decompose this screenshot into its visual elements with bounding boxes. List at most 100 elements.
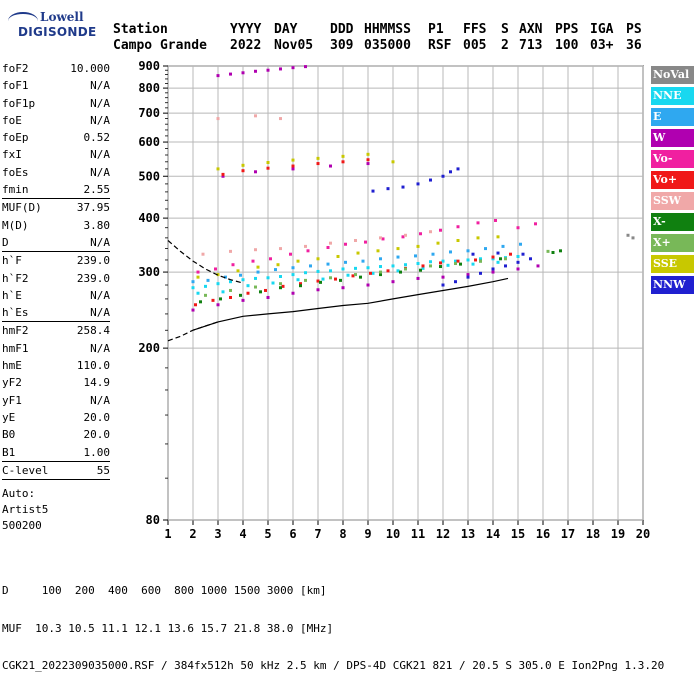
data-point — [474, 258, 477, 262]
data-point — [241, 169, 245, 173]
header-label-3: DDD — [330, 22, 354, 37]
param-value: N/A — [90, 235, 110, 249]
auto-program: Artist5 — [2, 503, 49, 516]
x-tick-label: 20 — [636, 527, 650, 541]
data-point — [281, 284, 285, 288]
data-point — [274, 268, 277, 272]
data-point — [329, 269, 332, 273]
data-point — [381, 237, 385, 241]
data-point — [316, 269, 320, 273]
data-point — [456, 225, 460, 229]
x-tick-label: 13 — [461, 527, 475, 541]
data-point — [401, 185, 405, 189]
data-point — [221, 174, 225, 178]
param-row: foEs N/A — [2, 164, 110, 181]
data-point — [241, 163, 245, 167]
header-value-10: 03+ — [590, 38, 614, 53]
data-point — [266, 295, 270, 299]
data-point — [339, 278, 342, 282]
data-point — [439, 261, 442, 265]
header-label-0: Station — [113, 22, 168, 37]
x-tick-label: 8 — [339, 527, 346, 541]
header-label-10: IGA — [590, 22, 614, 37]
data-point — [304, 278, 307, 282]
data-point — [421, 266, 425, 270]
data-point — [264, 288, 267, 292]
data-point — [366, 152, 370, 156]
data-point — [201, 252, 205, 256]
data-point — [439, 265, 442, 269]
data-point — [386, 269, 390, 273]
param-row: MUF(D) 37.95 — [2, 199, 110, 216]
data-point — [224, 275, 227, 279]
data-point — [291, 66, 295, 70]
data-point — [246, 291, 250, 295]
param-separator — [2, 321, 110, 323]
param-key: foF2 — [2, 62, 29, 75]
data-point — [279, 282, 282, 286]
data-point — [436, 241, 440, 245]
data-point — [291, 158, 295, 162]
x-tick-label: 12 — [436, 527, 450, 541]
logo-line1: Lowell — [40, 10, 84, 24]
param-key: yF1 — [2, 393, 22, 407]
param-key: h`F2 — [2, 271, 29, 285]
header-value-8: 713 — [519, 38, 543, 53]
data-point — [254, 69, 257, 73]
param-key: foF1 — [2, 79, 29, 93]
data-point — [446, 263, 450, 267]
data-point — [396, 255, 400, 259]
y-tick-label: 600 — [138, 135, 160, 149]
polarization-legend: NoVal NNE E W Vo- Vo+ SSW X- X+ SSE NNW — [651, 66, 694, 297]
legend-item-noval: NoVal — [651, 66, 694, 84]
param-value: N/A — [90, 96, 110, 110]
data-point — [291, 273, 295, 277]
data-point — [491, 270, 495, 274]
model-curve-dashed — [167, 240, 244, 284]
data-point — [229, 72, 232, 76]
data-point — [416, 276, 420, 280]
data-point — [379, 257, 382, 261]
data-point — [379, 236, 382, 240]
param-key: M(D) — [2, 218, 29, 232]
data-point — [456, 259, 460, 263]
param-value: 3.80 — [83, 218, 111, 232]
x-tick-label: 2 — [189, 527, 196, 541]
header-label-8: AXN — [519, 22, 543, 37]
data-point — [441, 283, 445, 287]
data-point — [296, 259, 300, 263]
param-value: 239.0 — [76, 271, 110, 285]
header-label-4: HHMMSS — [364, 22, 411, 37]
auto-version: 500200 — [2, 519, 42, 532]
legend-item-nne: NNE — [651, 87, 694, 105]
data-point — [386, 187, 390, 191]
y-tick-label: 200 — [138, 341, 160, 355]
data-point — [304, 65, 307, 69]
data-point — [356, 251, 360, 255]
data-point — [521, 252, 525, 256]
param-value: N/A — [90, 341, 110, 355]
x-tick-label: 14 — [486, 527, 500, 541]
data-point — [341, 286, 345, 290]
data-point — [504, 257, 507, 261]
data-point — [241, 278, 245, 282]
data-point — [499, 257, 502, 261]
param-row: yF1 N/A — [2, 392, 110, 409]
param-value: N/A — [90, 393, 110, 407]
param-key: fmin — [2, 183, 29, 197]
param-value: 1.00 — [83, 445, 111, 459]
data-point — [519, 242, 522, 246]
param-value: 258.4 — [76, 324, 110, 338]
x-tick-label: 4 — [239, 527, 246, 541]
param-row: yF2 14.9 — [2, 374, 110, 391]
data-point — [231, 263, 235, 267]
header-value-4: 035000 — [364, 38, 411, 53]
param-value: N/A — [90, 165, 110, 179]
data-point — [479, 271, 482, 275]
data-point — [216, 74, 220, 78]
param-row: C-level 55 — [2, 462, 110, 479]
data-point — [351, 274, 355, 278]
data-point — [529, 257, 532, 261]
data-point — [504, 264, 507, 268]
data-point — [466, 258, 470, 262]
